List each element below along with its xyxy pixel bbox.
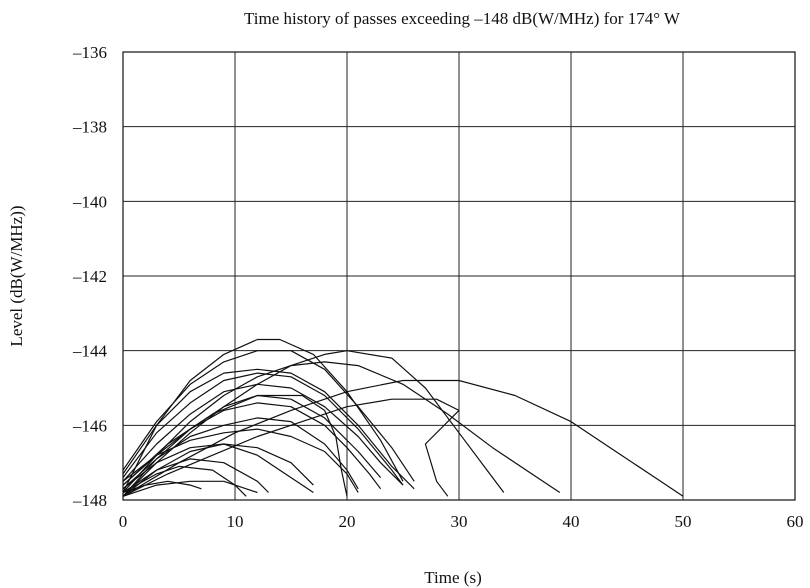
series-line-15 — [122, 338, 404, 493]
x-axis-label: Time (s) — [424, 568, 481, 587]
y-tick-label: –144 — [72, 342, 108, 361]
series-line-20 — [122, 394, 348, 497]
x-tick-label: 10 — [227, 512, 244, 531]
y-tick-label: –140 — [72, 192, 107, 211]
series-line-19 — [122, 398, 460, 497]
x-tick-label: 20 — [339, 512, 356, 531]
y-axis-label: Level (dB(W/MHz)) — [7, 205, 26, 346]
x-tick-label: 50 — [675, 512, 692, 531]
y-tick-label: –148 — [72, 491, 107, 510]
x-tick-label: 60 — [787, 512, 804, 531]
chart-title: Time history of passes exceeding –148 dB… — [244, 9, 681, 28]
x-tick-labels: 0 10 20 30 40 50 60 — [119, 512, 804, 531]
series-line-18 — [122, 379, 684, 497]
series-line-16 — [122, 350, 505, 497]
y-tick-labels: –136 –138 –140 –142 –144 –146 –148 — [72, 43, 108, 510]
series-group — [122, 338, 684, 497]
y-tick-label: –142 — [72, 267, 107, 286]
plot-frame — [122, 51, 796, 501]
y-tick-label: –136 — [72, 43, 107, 62]
x-tick-label: 40 — [563, 512, 580, 531]
x-tick-label: 30 — [451, 512, 468, 531]
y-tick-label: –146 — [72, 416, 107, 435]
series-line-3 — [122, 465, 247, 497]
series-line-6 — [122, 443, 314, 497]
series-line-17 — [122, 361, 561, 493]
series-line-11 — [122, 394, 382, 497]
series-line-9 — [122, 402, 382, 490]
series-line-2 — [122, 480, 258, 497]
series-line-10 — [122, 383, 404, 486]
y-tick-label: –138 — [72, 118, 107, 137]
series-line-7 — [122, 428, 359, 493]
x-tick-label: 0 — [119, 512, 128, 531]
